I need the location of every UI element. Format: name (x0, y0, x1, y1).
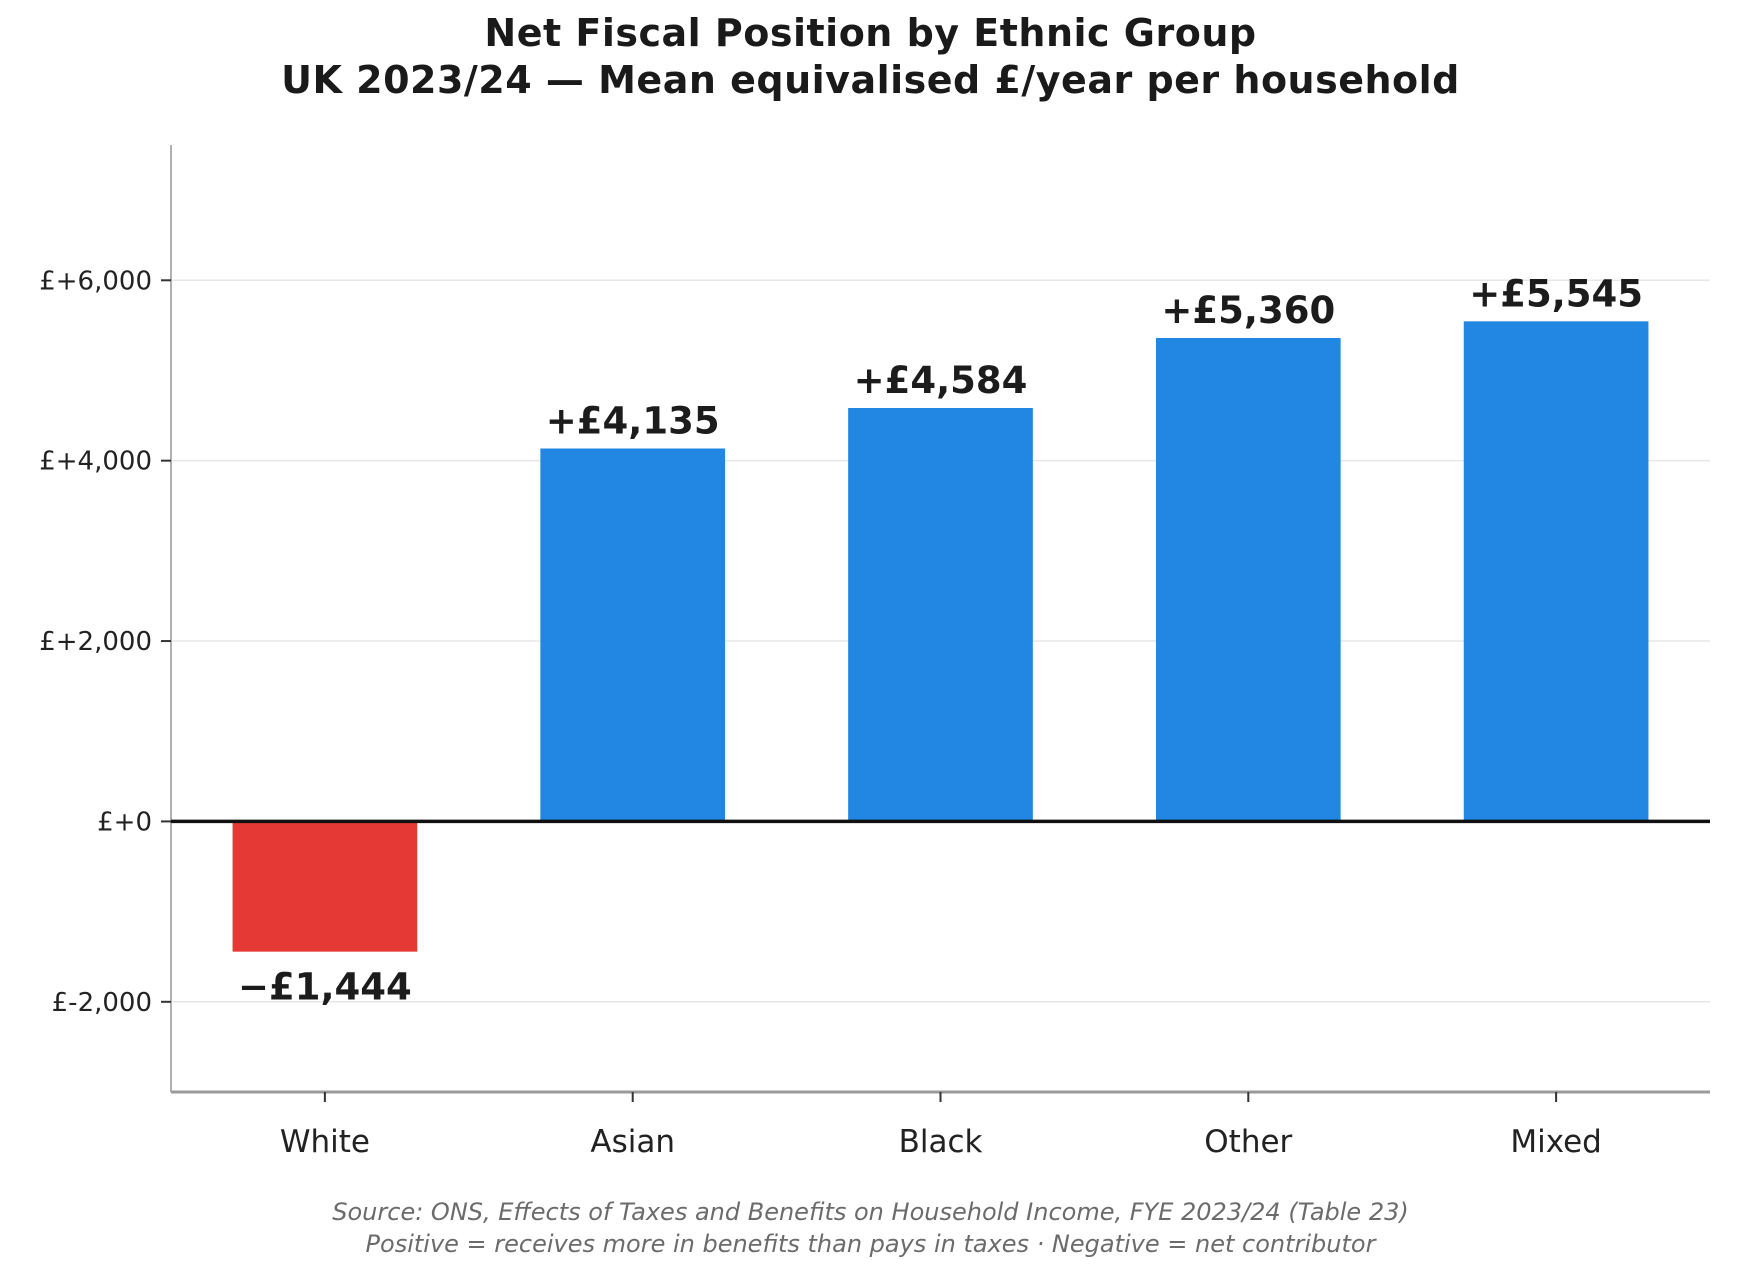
chart-title-line1: Net Fiscal Position by Ethnic Group (484, 11, 1257, 55)
y-tick-label: £+4,000 (39, 447, 152, 477)
chart-title: Net Fiscal Position by Ethnic Group UK 2… (0, 10, 1741, 104)
bar-value-label: −£1,444 (238, 966, 412, 1009)
bar-value-label: +£4,584 (854, 359, 1028, 402)
x-category-label-mixed: Mixed (1510, 1124, 1602, 1160)
bar-value-label: +£5,545 (1469, 272, 1643, 315)
bar-asian (540, 448, 726, 822)
x-category-label-white: White (280, 1124, 370, 1160)
bar-value-label: +£4,135 (546, 399, 720, 442)
chart-title-line2: UK 2023/24 — Mean equivalised £/year per… (281, 58, 1460, 102)
x-category-label-asian: Asian (590, 1124, 675, 1160)
x-category-label-black: Black (899, 1124, 983, 1160)
y-tick-label: £+6,000 (39, 266, 152, 296)
source-note: Source: ONS, Effects of Taxes and Benefi… (332, 1198, 1409, 1226)
bar-mixed (1463, 321, 1649, 822)
bar-value-label: +£5,360 (1161, 289, 1335, 332)
chart-footer: Source: ONS, Effects of Taxes and Benefi… (0, 1196, 1741, 1260)
bar-white (232, 821, 418, 952)
y-tick-label: £+0 (97, 807, 152, 837)
x-category-label-other: Other (1204, 1124, 1292, 1160)
bar-other (1155, 338, 1341, 822)
bar-black (848, 407, 1033, 822)
y-tick-label: £-2,000 (52, 988, 152, 1018)
legend-note: Positive = receives more in benefits tha… (365, 1230, 1376, 1258)
y-tick-label: £+2,000 (39, 627, 152, 657)
